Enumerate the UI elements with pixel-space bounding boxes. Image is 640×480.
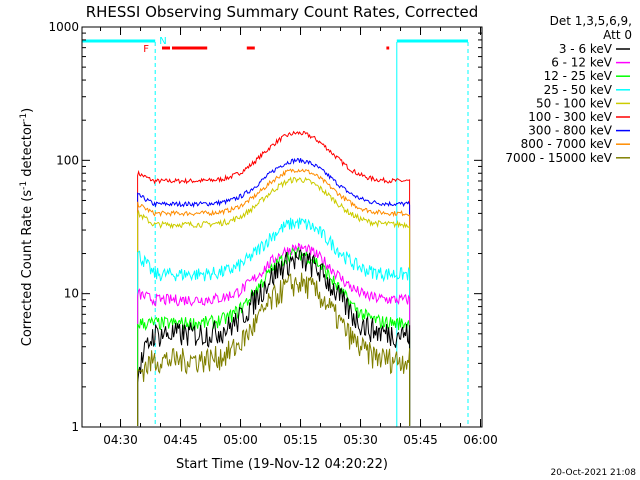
y-axis-label: Corrected Count Rate (s-1 detector-1): [19, 108, 35, 346]
y-axis-label-mid: detector: [20, 121, 35, 181]
y-axis-label-end: ): [20, 108, 35, 113]
y-axis-label-sup2: -1: [19, 113, 29, 122]
legend-label: 50 - 100 keV: [536, 96, 613, 110]
series-line-25-50-keV: [137, 217, 411, 426]
legend-label: 800 - 7000 keV: [521, 137, 613, 151]
series-line-300-800-keV: [137, 157, 411, 426]
series-line-6-12-keV: [137, 242, 411, 426]
legend-header-detectors: Det 1,3,5,6,9,: [550, 14, 632, 28]
series-line-800-7000-keV: [137, 168, 411, 426]
y-axis-label-main: Corrected Count Rate (s: [20, 190, 35, 347]
series-line-7000-15000-keV: [137, 272, 411, 426]
x-tick-label: 04:30: [103, 433, 138, 447]
y-tick-label: 10: [64, 287, 79, 301]
generation-timestamp: 20-Oct-2021 21:08: [551, 468, 637, 478]
x-axis-ticks: 04:30 04:45 05:00 05:15 05:30 05:45 06:00: [100, 27, 498, 447]
legend-label: 7000 - 15000 keV: [505, 151, 612, 165]
x-tick-label: 05:15: [283, 433, 318, 447]
y-axis-ticks: 1 10 100 1000: [48, 20, 482, 434]
legend-label: 300 - 800 keV: [528, 124, 612, 138]
y-tick-label: 1000: [48, 20, 79, 34]
y-tick-label: 100: [56, 153, 79, 167]
series-line-12-25-keV: [137, 246, 411, 426]
x-tick-label: 06:00: [463, 433, 498, 447]
x-tick-label: 04:45: [163, 433, 198, 447]
night-flag-label: N: [159, 36, 166, 47]
legend-label: 6 - 12 keV: [551, 56, 613, 70]
series-line-3-6-keV: [137, 249, 411, 426]
plot-frame: [81, 26, 483, 428]
flare-flag-label: F: [143, 44, 149, 55]
legend-label: 12 - 25 keV: [544, 69, 613, 83]
x-axis-label: Start Time (19-Nov-12 04:20:22): [176, 457, 388, 472]
y-tick-label: 1: [71, 420, 79, 434]
chart-title: RHESSI Observing Summary Count Rates, Co…: [86, 3, 479, 21]
x-tick-label: 05:45: [403, 433, 438, 447]
series-line-100-300-keV: [137, 130, 411, 426]
legend-label: 3 - 6 keV: [559, 42, 613, 56]
y-axis-label-sup1: -1: [19, 181, 29, 190]
legend-label: 100 - 300 keV: [528, 110, 612, 124]
data-series: [137, 130, 411, 426]
legend-header-attenuator: Att 0: [603, 28, 632, 42]
x-tick-label: 05:00: [223, 433, 258, 447]
series-line-50-100-keV: [137, 176, 411, 426]
flag-bars: FN: [82, 36, 469, 427]
legend-label: 25 - 50 keV: [544, 83, 613, 97]
x-tick-label: 05:30: [343, 433, 378, 447]
